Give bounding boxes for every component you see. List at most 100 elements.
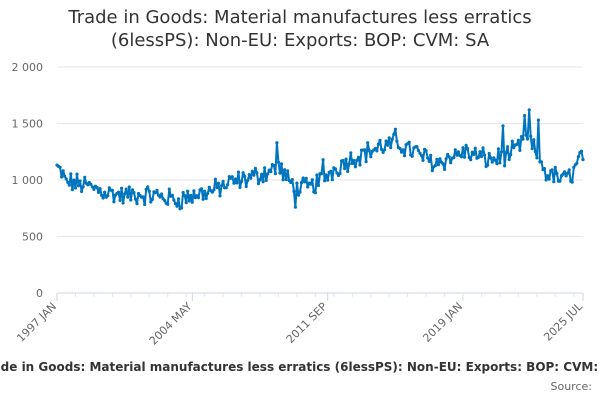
data-point: [499, 150, 504, 154]
data-point: [553, 165, 557, 169]
data-point: [120, 186, 124, 190]
data-point: [429, 153, 433, 157]
data-point: [381, 150, 385, 154]
data-point: [344, 157, 348, 161]
data-point: [435, 157, 439, 161]
data-point: [100, 193, 104, 197]
data-point: [566, 171, 570, 175]
data-point: [369, 155, 373, 159]
data-point: [444, 157, 448, 161]
data-point: [433, 163, 437, 168]
data-point: [390, 137, 394, 141]
data-point: [275, 141, 279, 145]
data-point: [356, 155, 361, 159]
data-point: [518, 148, 522, 152]
data-point: [379, 147, 384, 151]
data-point: [452, 156, 456, 160]
data-point: [527, 108, 531, 112]
data-point: [558, 179, 562, 183]
data-point: [438, 157, 442, 161]
x-tick-label: 1997 JAN: [14, 300, 59, 345]
data-point: [493, 158, 497, 162]
data-point: [143, 202, 147, 207]
data-point: [506, 145, 510, 149]
data-point: [75, 172, 79, 176]
data-point: [204, 196, 208, 201]
data-point: [67, 183, 71, 187]
data-point: [415, 145, 419, 149]
data-point: [216, 181, 221, 185]
data-point: [373, 146, 377, 150]
data-point: [542, 167, 547, 171]
data-point: [376, 142, 380, 146]
data-point: [92, 187, 96, 191]
data-point: [296, 193, 301, 197]
data-point: [236, 170, 241, 174]
data-point: [495, 162, 499, 166]
data-point: [323, 179, 327, 183]
data-point: [210, 190, 214, 194]
data-point: [384, 139, 388, 143]
data-point: [547, 177, 551, 181]
data-point: [487, 151, 491, 156]
data-point: [469, 158, 473, 162]
chart-title-line-1: Trade in Goods: Material manufactures le…: [68, 7, 532, 28]
data-point: [135, 202, 139, 206]
data-point: [421, 158, 425, 162]
data-point: [575, 161, 579, 165]
data-point: [226, 183, 230, 187]
data-point: [546, 174, 550, 178]
data-point: [303, 180, 307, 184]
data-point: [576, 155, 581, 159]
legend[interactable]: Trade in Goods: Material manufactures le…: [0, 360, 600, 380]
data-point: [286, 169, 290, 173]
data-point: [343, 166, 347, 171]
data-point: [536, 118, 541, 122]
data-point: [69, 172, 73, 176]
data-point: [167, 187, 171, 191]
data-point: [146, 185, 150, 189]
data-point: [346, 169, 350, 174]
chart-title-line-2: (6lessPS): Non-EU: Exports: BOP: CVM: SA: [110, 30, 490, 51]
legend-item-label[interactable]: Trade in Goods: Material manufactures le…: [0, 360, 600, 374]
data-point: [61, 169, 65, 173]
data-point: [349, 151, 353, 155]
data-point: [58, 165, 62, 169]
data-point: [358, 163, 362, 167]
data-point: [530, 147, 534, 151]
data-point: [260, 172, 264, 176]
credits[interactable]: Source:: [550, 380, 593, 393]
data-point: [256, 182, 261, 186]
data-point: [427, 159, 431, 163]
data-point: [483, 153, 487, 157]
data-point: [129, 198, 133, 202]
data-point: [479, 154, 484, 159]
data-point: [158, 195, 162, 199]
data-point: [352, 158, 356, 163]
data-point: [173, 201, 177, 206]
data-point: [218, 194, 222, 198]
data-point: [60, 175, 64, 179]
data-point: [144, 187, 148, 191]
data-point: [112, 200, 116, 204]
data-point: [316, 183, 321, 188]
data-point: [399, 150, 404, 154]
data-point: [387, 136, 391, 140]
data-point: [238, 185, 242, 189]
data-point: [107, 186, 111, 190]
data-point: [276, 160, 281, 164]
y-tick-label: 500: [22, 231, 43, 244]
data-point: [253, 166, 257, 170]
data-point: [292, 189, 296, 193]
data-point: [221, 179, 225, 183]
data-point: [426, 156, 430, 160]
data-point: [436, 163, 440, 167]
data-point: [478, 150, 482, 154]
data-point: [581, 158, 585, 162]
data-point: [456, 150, 460, 154]
data-point: [121, 201, 125, 205]
data-point: [330, 178, 334, 182]
data-point: [279, 162, 284, 166]
data-point: [64, 177, 68, 181]
